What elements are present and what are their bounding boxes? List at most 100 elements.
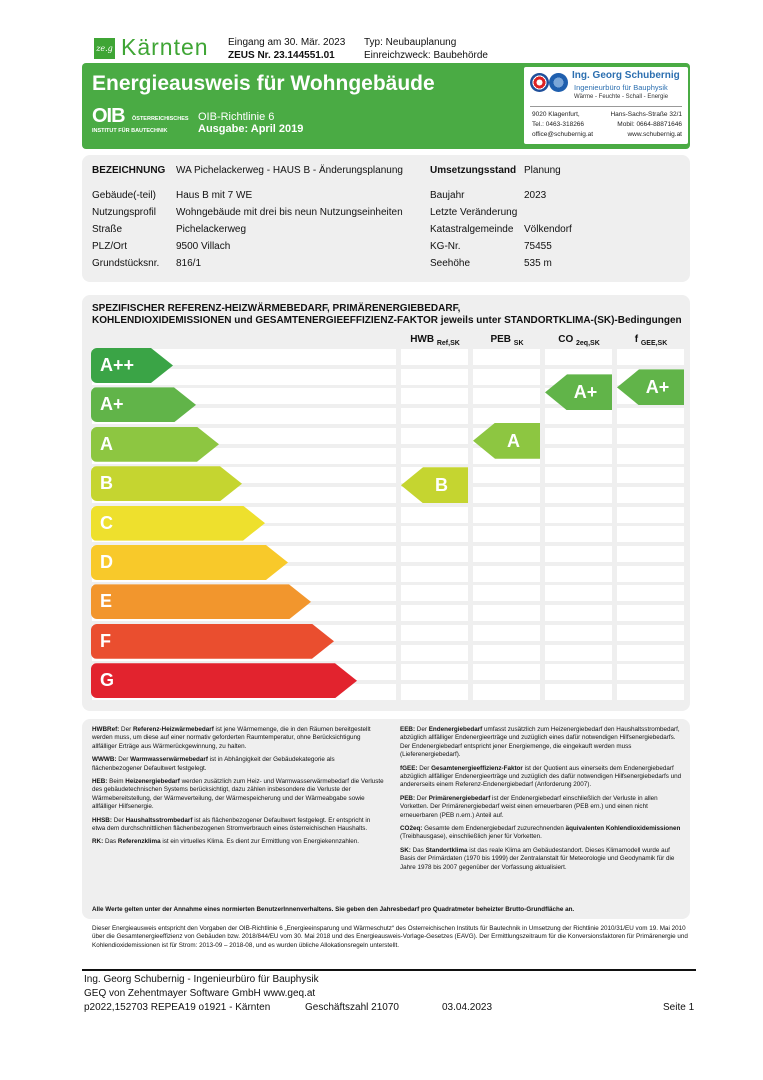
info-label: KG-Nr. xyxy=(430,241,461,252)
definition-bold: Primärenergiebedarf xyxy=(428,794,491,802)
grid-stripe xyxy=(401,644,468,661)
grid-stripe xyxy=(401,506,468,523)
column-header-sub: Ref,SK xyxy=(436,340,460,347)
grid-stripe xyxy=(401,427,468,444)
definition-pre: Der xyxy=(113,816,126,824)
definition-pre: Der xyxy=(416,794,429,802)
grid-stripe xyxy=(617,447,684,464)
grid-stripe xyxy=(473,368,540,385)
column-header-main: PEB xyxy=(490,334,512,345)
definition-pre: Beim xyxy=(109,778,126,786)
definition: HWBRef: Der Referenz-Heizwärmebedarf ist… xyxy=(92,726,384,751)
grid-stripe xyxy=(545,565,612,582)
firm-subtitle: Ingenieurbüro für Bauphysik xyxy=(574,83,668,92)
definition: EEB: Der Endenergiebedarf umfasst zusätz… xyxy=(400,726,686,760)
grid-stripe xyxy=(617,546,684,562)
footer-software: p2022,152703 REPEA19 o1921 - Kärnten xyxy=(84,1002,271,1013)
grade-bar-c: C xyxy=(91,506,265,541)
definition: SK: Das Standortklima ist das reale Klim… xyxy=(400,847,686,872)
firm-mobile: Mobil: 0664-88871646 xyxy=(617,121,682,128)
grid-stripe xyxy=(92,368,396,385)
column-header: HWB Ref,SK xyxy=(401,334,469,347)
grid-stripe xyxy=(473,486,540,503)
firm-street: Hans-Sachs-Straße 32/1 xyxy=(610,111,682,118)
grid-stripe xyxy=(545,683,612,700)
definition-text: ist als flächenbezogener Defaultwert fes… xyxy=(92,816,371,833)
grid-stripe xyxy=(617,565,684,582)
definition-term: CO2eq: xyxy=(400,825,423,833)
definition-bold: Referenzklima xyxy=(117,838,161,846)
definitions-summary: Alle Werte gelten unter der Annahme eine… xyxy=(92,906,575,913)
column-header-sub: 2eq,SK xyxy=(576,340,600,347)
info-label: Katastralgemeinde xyxy=(430,224,514,235)
definition-pre: Der xyxy=(121,726,133,733)
column-header: CO 2eq,SK xyxy=(545,334,613,347)
scale-title: SPEZIFISCHER REFERENZ-HEIZWÄRMEBEDARF, P… xyxy=(92,303,682,327)
grid-stripe xyxy=(401,368,468,385)
column-header-main: f xyxy=(634,334,639,345)
definitions-right: EEB: Der Endenergiebedarf umfasst zusätz… xyxy=(400,726,686,877)
grid-stripe xyxy=(617,585,684,602)
definition-pre: Der xyxy=(118,756,131,764)
definition-text: ist jene Wärmemenge, die in den Räumen b… xyxy=(92,726,371,750)
grid-stripe xyxy=(545,408,612,425)
firm-email[interactable]: office@schubernig.at xyxy=(532,131,594,138)
footer-page: Seite 1 xyxy=(663,1002,695,1013)
grid-stripe xyxy=(401,585,468,602)
info-value: Völkendorf xyxy=(524,224,572,235)
info-label: PLZ/Ort xyxy=(92,241,128,252)
definition-term: HWBRef: xyxy=(92,726,120,733)
definition-bold: Endenergiebedarf xyxy=(428,726,483,733)
definitions-panel xyxy=(82,719,690,919)
building-info-panel xyxy=(82,155,690,282)
info-value: 9500 Villach xyxy=(176,241,231,252)
info-label: Nutzungsprofil xyxy=(92,207,156,218)
firm-card: Ing. Georg Schubernig Ingenieurbüro für … xyxy=(524,67,688,144)
definition-bold: Warmwasserwärmebedarf xyxy=(130,756,208,764)
oib-name-2: INSTITUT FÜR BAUTECHNIK xyxy=(92,128,168,134)
footer-line-1: Ing. Georg Schubernig - Ingenieurbüro fü… xyxy=(84,974,319,985)
grid-stripe xyxy=(401,388,468,405)
info-value: 2023 xyxy=(524,190,547,201)
grid-stripe xyxy=(401,546,468,562)
grid-stripe xyxy=(545,506,612,523)
grade-bar-g: G xyxy=(91,663,357,698)
grade-bar-a: A xyxy=(91,427,219,462)
oib-logo: OIB xyxy=(92,105,126,127)
info-value: 816/1 xyxy=(176,258,202,269)
firm-services: Wärme - Feuchte - Schall - Energie xyxy=(574,94,669,100)
definition-text: ist das reale Klima am Gebäudestandort. … xyxy=(400,846,675,871)
guideline: OIB-Richtlinie 6 xyxy=(198,111,275,123)
definition: CO2eq: Gesamte dem Endenergiebedarf zuzu… xyxy=(400,825,686,842)
grid-stripe xyxy=(401,605,468,622)
grid-stripe xyxy=(473,506,540,523)
column-header-sub: SK xyxy=(513,340,524,347)
definition-text: (Treibhausgase), einschließlich jener fü… xyxy=(400,833,542,841)
grid-stripe xyxy=(617,644,684,661)
purpose: Einreichzweck: Baubehörde xyxy=(364,50,488,61)
grid-stripe xyxy=(473,585,540,602)
column-header-main: HWB xyxy=(410,334,435,345)
grid-stripe xyxy=(545,486,612,503)
grid-stripe xyxy=(473,664,540,681)
firm-tel: Tel.: 0463-318266 xyxy=(532,121,585,128)
info-value: Wohngebäude mit drei bis neun Nutzungsei… xyxy=(176,207,403,218)
definition-bold: Referenz-Heizwärmebedarf xyxy=(132,726,214,733)
firm-web[interactable]: www.schubernig.at xyxy=(627,131,682,138)
grid-stripe xyxy=(92,349,396,365)
grid-stripe xyxy=(617,349,684,365)
grid-stripe xyxy=(401,624,468,641)
info-label: Grundstücksnr. xyxy=(92,258,160,269)
grid-stripe xyxy=(617,683,684,700)
grade-bar-e: E xyxy=(91,584,311,619)
definition-term: RK: xyxy=(92,838,104,846)
firm-address: 9020 Klagenfurt, Hans-Sachs-Straße 32/1 T… xyxy=(532,110,682,140)
definition-bold: Standortklima xyxy=(425,846,468,854)
definition: HHSB: Der Haushaltsstrombedarf ist als f… xyxy=(92,817,384,834)
grid-stripe xyxy=(545,427,612,444)
info-label: Gebäude(-teil) xyxy=(92,190,156,201)
grid-stripe xyxy=(617,664,684,681)
grid-stripe xyxy=(401,565,468,582)
definition-term: HHSB: xyxy=(92,816,112,824)
grid-stripe xyxy=(617,467,684,484)
